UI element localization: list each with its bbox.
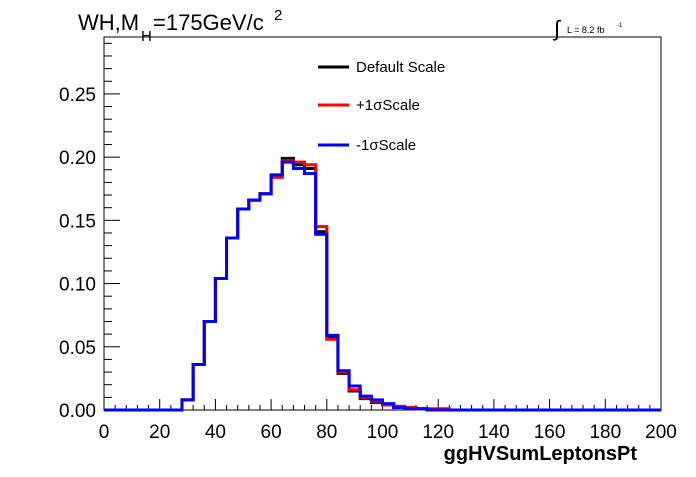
x-tick-label: 120	[422, 422, 454, 443]
legend-label-plus: +1σScale	[356, 97, 420, 114]
chart-title-subscript: H	[141, 28, 152, 45]
y-tick-label: 0.15	[59, 211, 96, 232]
axis-ticks	[103, 42, 662, 411]
histogram-line-default	[104, 156, 661, 412]
chart-title-superscript: 2	[274, 7, 282, 24]
y-tick-label: 0.05	[59, 338, 96, 359]
y-tick-label: 0.20	[59, 148, 96, 169]
histogram-line-minus-sigma	[104, 160, 661, 412]
histogram-series	[104, 156, 661, 412]
x-tick-label: 200	[645, 422, 677, 443]
chart-title-main: WH,M	[78, 10, 139, 35]
x-tick-label: 80	[316, 422, 337, 443]
lumi-integral-sign: ∫	[552, 16, 562, 41]
y-tick-label: 0.00	[59, 401, 96, 422]
x-tick-label: 60	[261, 422, 282, 443]
axis-tick-labels: 0 20 40 60 80 100 120 140 160 180 200 0.00 0.05 0.10 0…	[59, 85, 677, 443]
y-tick-label: 0.25	[59, 85, 96, 106]
y-tick-label: 0.10	[59, 275, 96, 296]
x-tick-label: 160	[534, 422, 566, 443]
histogram-line-plus-sigma	[104, 159, 661, 412]
legend: Default Scale +1σScale -1σScale	[318, 59, 445, 154]
plot-frame	[103, 36, 662, 411]
lumi-superscript: -1	[617, 23, 623, 29]
x-tick-label: 20	[149, 422, 170, 443]
x-tick-label: 140	[478, 422, 510, 443]
x-tick-label: 0	[99, 422, 110, 443]
x-tick-label: 180	[589, 422, 621, 443]
x-tick-label: 40	[205, 422, 226, 443]
chart-title-rest: =175GeV/c	[153, 10, 264, 35]
legend-label-default: Default Scale	[356, 59, 445, 76]
x-tick-label: 100	[367, 422, 399, 443]
x-axis-label: ggHVSumLeptonsPt	[444, 443, 638, 465]
lumi-label: L = 8.2 fb	[567, 25, 604, 35]
legend-label-minus: -1σScale	[356, 137, 416, 154]
